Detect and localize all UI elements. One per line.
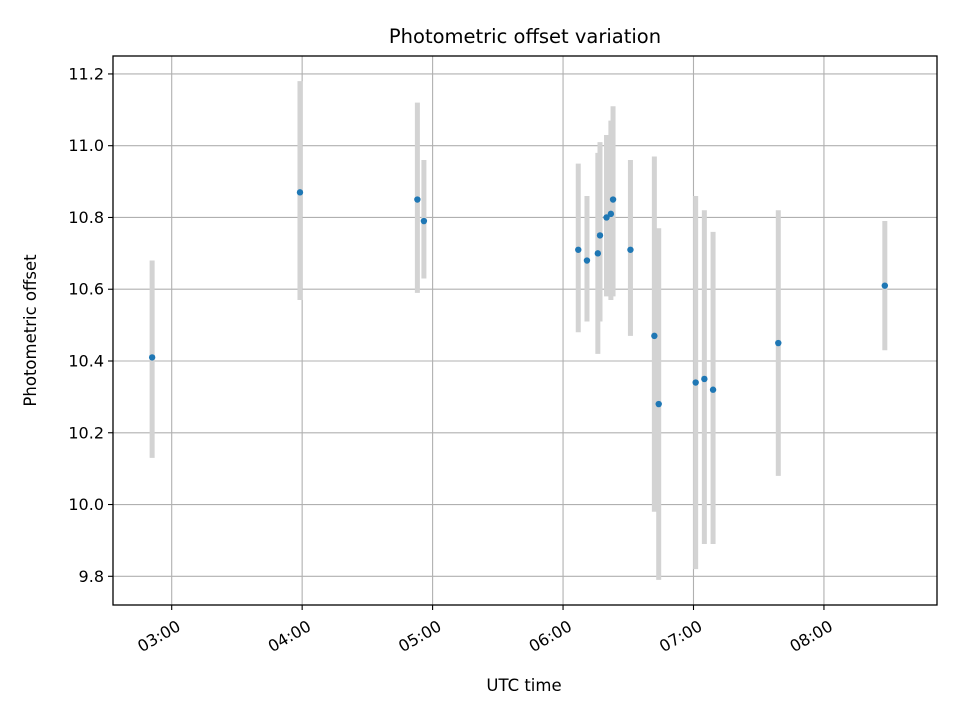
data-point [701,375,708,383]
data-point [596,232,604,239]
data-point [414,196,421,203]
y-tick-label: 10.4 [68,352,104,371]
data-point [692,379,699,386]
y-tick-label: 10.2 [68,423,104,442]
data-point [575,246,582,253]
data-point [609,196,617,203]
data-point [655,400,662,408]
y-tick-label: 9.8 [79,567,104,586]
data-point [627,246,634,253]
data-point [881,282,889,289]
data-point [420,217,428,225]
y-tick-label: 11.2 [68,64,104,83]
y-axis-title: Photometric offset [21,254,40,407]
y-tick-label: 10.0 [68,495,104,514]
y-axis: 9.8 10.0 10.2 10.4 10.6 10.8 11.0 11.2 [68,64,113,586]
data-point [594,250,602,257]
data-point [148,354,156,361]
data-points [148,189,889,408]
plot-frame [112,55,938,606]
data-point [775,339,782,347]
chart-title: Photometric offset variation [389,25,661,48]
x-axis-title: UTC time [486,676,561,695]
y-tick-label: 10.8 [68,208,104,227]
data-point [651,332,658,340]
y-tick-label: 10.6 [68,280,104,299]
data-point [607,210,615,218]
data-point [709,386,717,393]
data-point [296,189,304,196]
y-tick-label: 11.0 [68,136,104,155]
data-point [583,257,591,264]
data-point [603,214,610,221]
